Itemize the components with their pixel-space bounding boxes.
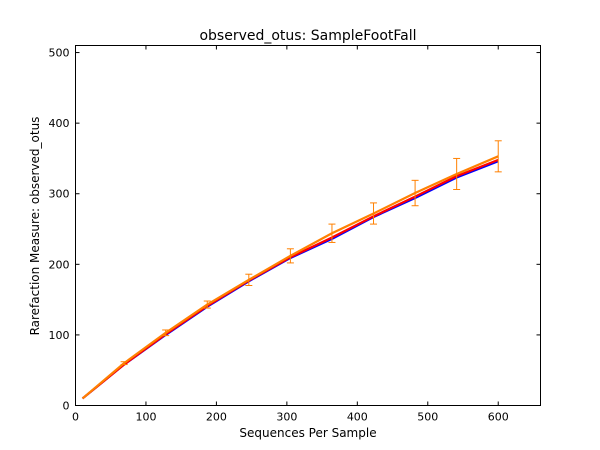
series-line-0 [81,160,499,400]
error-bar [245,273,253,286]
series-line-1 [81,158,499,400]
x-tick-label: 100 [135,411,156,424]
y-tick-label: 100 [49,329,70,342]
plot-area [81,140,502,400]
axes-ticks: 0 100 200 300 400 500 600 0 100 200 300 400 500 [49,45,541,424]
y-axis-label: Rarefaction Measure: observed_otus [28,117,42,336]
error-bar [120,361,128,366]
y-tick-label: 400 [49,117,70,130]
error-bar [453,157,461,190]
error-bar [328,223,336,243]
x-tick-label: 200 [206,411,227,424]
x-tick-label: 0 [72,411,79,424]
y-tick-label: 200 [49,258,70,271]
series-line-2 [81,155,499,400]
chart-title: observed_otus: SampleFootFall [199,28,416,44]
error-bar [494,140,502,173]
error-bar [286,248,294,264]
error-bar [411,179,419,207]
y-tick-label: 0 [63,400,70,413]
x-tick-label: 500 [417,411,438,424]
error-bar [162,329,170,337]
error-bar [203,300,211,309]
x-tick-label: 400 [347,411,368,424]
y-tick-label: 300 [49,188,70,201]
y-tick-label: 500 [49,47,70,60]
x-axis-label: Sequences Per Sample [239,426,376,440]
plot-frame [75,45,541,406]
error-bar [370,202,378,225]
x-tick-label: 600 [488,411,509,424]
x-tick-label: 300 [276,411,297,424]
